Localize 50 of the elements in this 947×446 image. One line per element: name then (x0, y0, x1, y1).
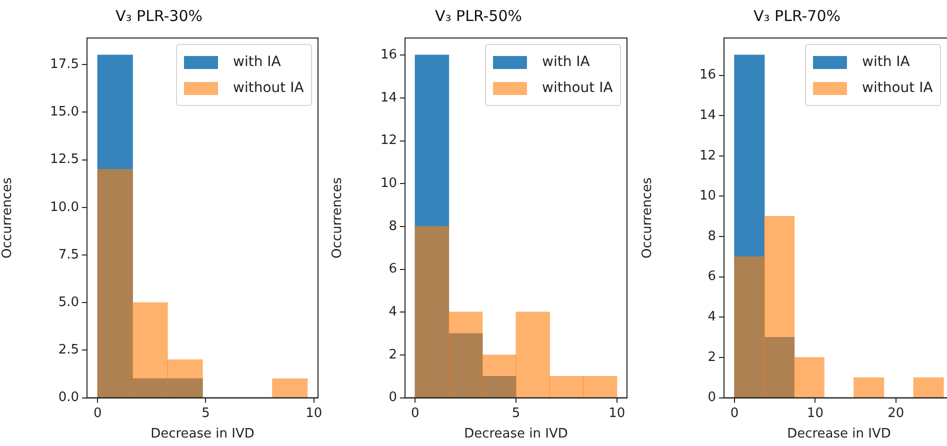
y-tick-label: 15.0 (50, 104, 79, 120)
y-tick-label: 4 (708, 310, 716, 325)
chart-title: V₃ PLR-50% (434, 6, 522, 25)
y-tick-label: 10 (380, 176, 397, 192)
legend-label: without IA (862, 80, 933, 96)
x-tick-label: 5 (202, 406, 210, 421)
y-tick-label: 12 (380, 133, 397, 148)
x-axis-title: Decrease in IVD (150, 426, 254, 442)
y-tick-label: 6 (708, 269, 716, 284)
y-tick-label: 14 (699, 108, 716, 123)
y-tick-label: 10 (699, 188, 716, 204)
y-tick-label: 5.0 (58, 294, 79, 310)
x-tick-label: 20 (888, 406, 904, 421)
y-tick-label: 12 (699, 148, 716, 164)
x-tick-label: 5 (512, 406, 520, 421)
y-tick-label: 6 (388, 262, 397, 277)
y-tick-label: 2 (708, 350, 716, 365)
x-tick-label: 10 (306, 406, 322, 421)
y-tick-label: 2.5 (58, 342, 79, 358)
y-tick-label: 0 (388, 390, 397, 406)
x-tick-label: 0 (730, 406, 739, 421)
chart-title: V₃ PLR-70% (753, 6, 841, 25)
y-tick-label: 14 (380, 90, 397, 106)
x-tick-label: 0 (410, 406, 420, 421)
y-tick-label: 8 (388, 218, 397, 234)
y-tick-label: 12.5 (50, 152, 79, 168)
legend-label: with IA (233, 54, 281, 70)
y-tick-label: 4 (388, 304, 397, 320)
legend-label: with IA (862, 54, 910, 70)
y-axis-title: Occurrences (330, 177, 346, 258)
y-tick-label: 16 (380, 48, 397, 63)
legend-label: without IA (542, 80, 613, 96)
y-tick-label: 16 (699, 68, 716, 83)
y-tick-label: 0 (708, 390, 716, 406)
x-axis-title: Decrease in IVD (787, 426, 891, 442)
chart-title: V₃ PLR-30% (115, 6, 203, 25)
y-tick-label: 8 (708, 228, 716, 244)
y-tick-label: 2 (388, 347, 397, 362)
y-tick-label: 10.0 (50, 200, 79, 215)
x-tick-label: 10 (608, 406, 626, 421)
y-tick-label: 7.5 (58, 247, 79, 262)
y-axis-title: Occurrences (640, 177, 656, 258)
y-axis-title: Occurrences (0, 177, 16, 258)
legend-label: without IA (233, 80, 304, 96)
y-tick-label: 0.0 (58, 390, 79, 406)
x-tick-label: 0 (93, 406, 102, 421)
x-tick-label: 10 (806, 406, 824, 421)
legend-label: with IA (542, 54, 590, 70)
y-tick-label: 17.5 (50, 57, 79, 72)
x-axis-title: Decrease in IVD (464, 426, 568, 442)
